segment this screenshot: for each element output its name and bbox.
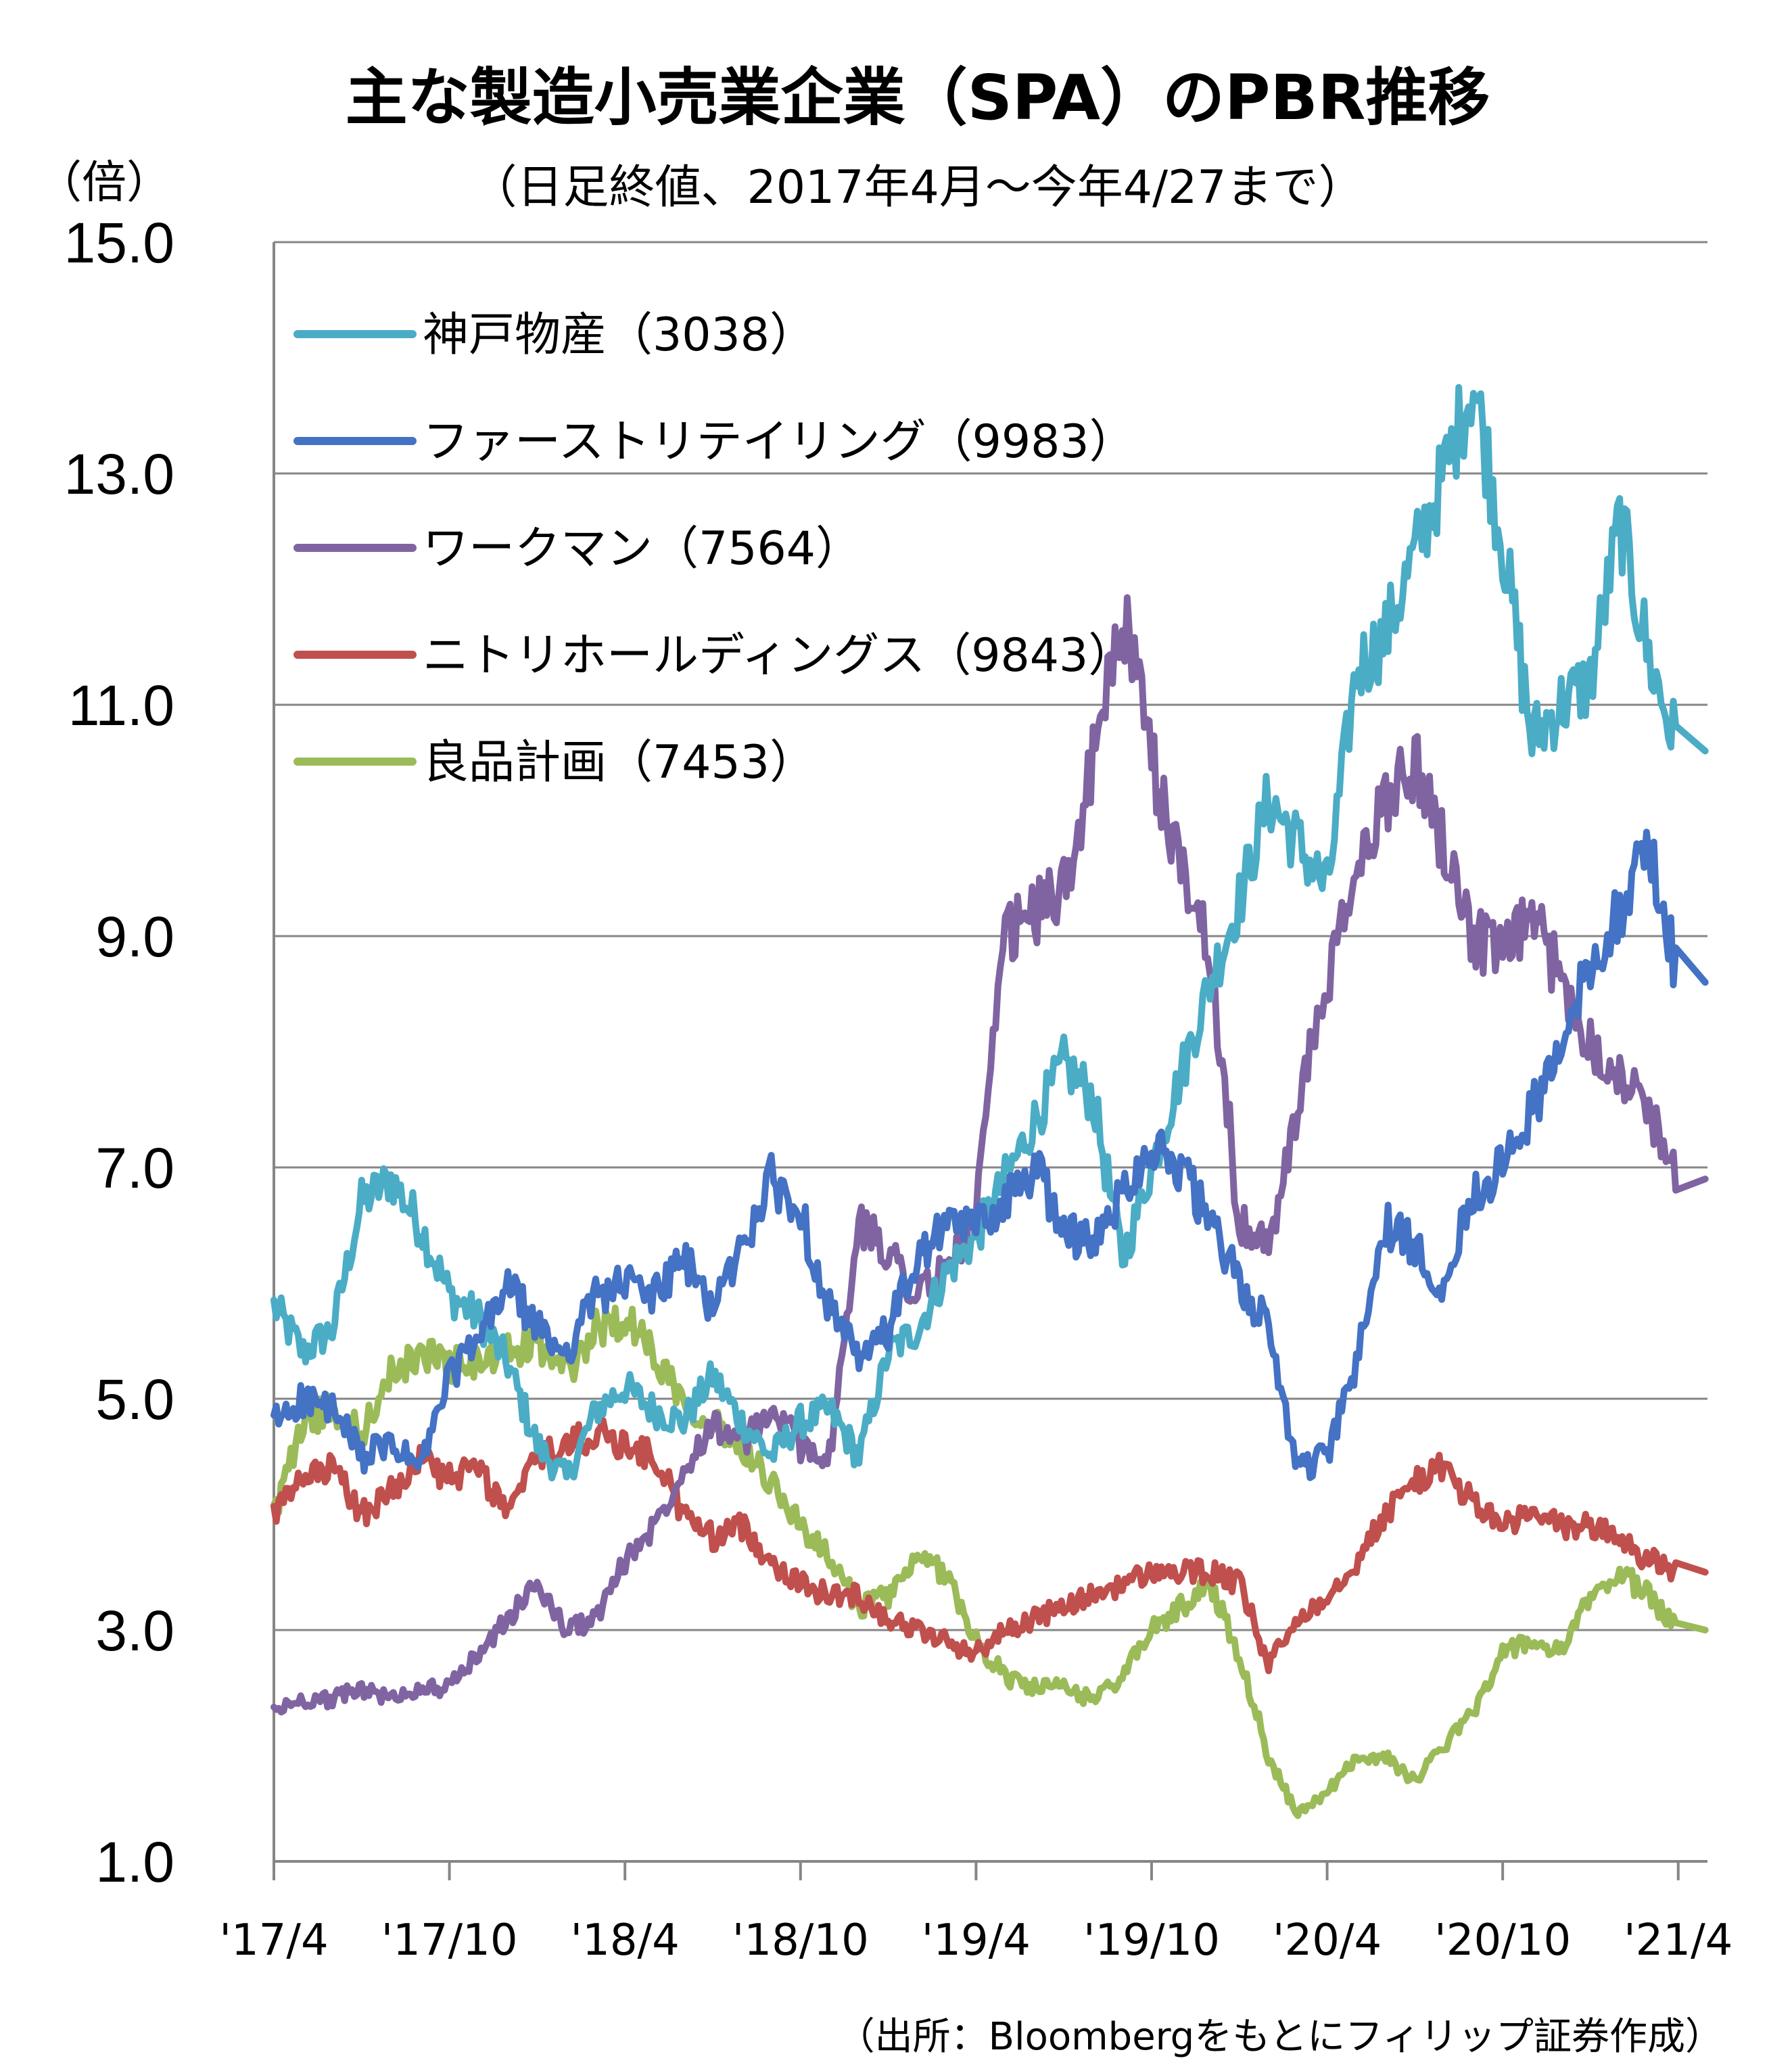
x-tick-label: '18/4 (571, 1915, 680, 1966)
series-line-4 (270, 1304, 1709, 1819)
y-tick-label: 7.0 (95, 1136, 174, 1200)
series-line-1 (270, 829, 1709, 1481)
axes (273, 242, 1707, 1880)
y-tick-labels: 15.0 13.0 11.0 9.0 7.0 5.0 3.0 1.0 (64, 211, 175, 1894)
y-tick-label: 5.0 (95, 1368, 174, 1431)
source-note: （出所：Bloombergをもとにフィリップ証券作成） (837, 2015, 1723, 2059)
y-tick-label: 15.0 (64, 211, 175, 275)
legend-label: ニトリホールディングス（9843） (423, 629, 1134, 682)
x-tick-label: '19/10 (1083, 1915, 1220, 1966)
y-tick-label: 11.0 (68, 674, 174, 737)
y-tick-label: 9.0 (95, 905, 174, 969)
x-tick-label: '18/10 (732, 1915, 869, 1966)
legend-label: ファーストリテイリング（9983） (423, 415, 1135, 469)
x-tick-label: '20/10 (1434, 1915, 1571, 1966)
y-tick-label: 13.0 (64, 442, 175, 506)
y-tick-label: 1.0 (95, 1830, 174, 1894)
x-tick-label: '21/4 (1624, 1915, 1732, 1966)
y-axis-unit: （倍） (37, 156, 171, 208)
x-tick-label: '17/10 (381, 1915, 518, 1966)
y-tick-label: 3.0 (95, 1599, 174, 1663)
legend: 神戸物産（3038） ファーストリテイリング（9983） ワークマン（7564） ニト… (293, 308, 1135, 789)
gridlines (274, 241, 1707, 1631)
x-tick-label: '19/4 (922, 1915, 1031, 1966)
chart-title: 主な製造小売業企業（SPA）のPBR推移 (346, 62, 1490, 134)
series-lines (270, 384, 1709, 1819)
x-tick-labels: '17/4 '17/10 '18/4 '18/10 '19/4 '19/10 '20/4 '2… (219, 1915, 1732, 1966)
series-line-3 (270, 1417, 1709, 1675)
chart-subtitle: （日足終値、2017年4月～今年4/27まで） (471, 161, 1364, 214)
x-tick-label: '17/4 (219, 1915, 328, 1966)
x-tick-label: '20/4 (1273, 1915, 1382, 1966)
legend-label: 良品計画（7453） (423, 736, 816, 789)
legend-label: ワークマン（7564） (423, 522, 862, 576)
legend-label: 神戸物産（3038） (423, 308, 816, 362)
